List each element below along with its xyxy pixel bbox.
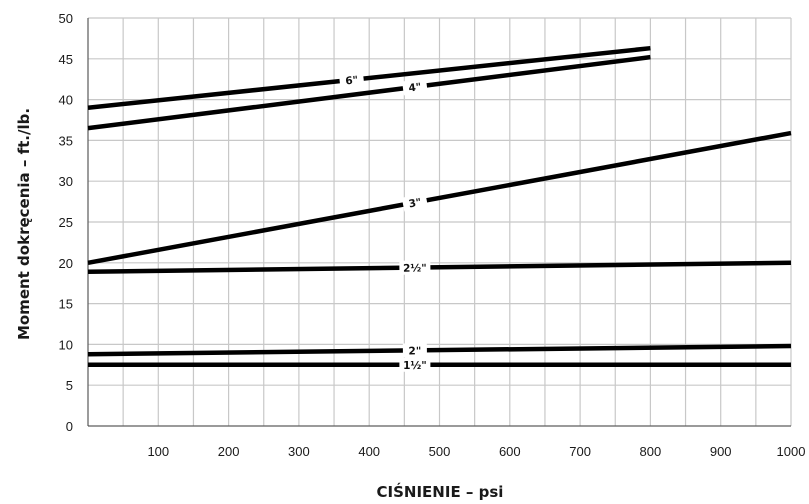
y-axis-title: Moment dokręcenia – ft./lb. — [15, 108, 33, 340]
series-line — [87, 45, 651, 110]
y-tick-label: 10 — [59, 337, 73, 352]
series-line — [87, 260, 792, 275]
y-tick-label: 25 — [59, 215, 73, 230]
series-label-group: 4" — [402, 78, 428, 96]
series-line — [87, 54, 651, 131]
series-label: 2" — [408, 345, 421, 357]
x-tick-label: 1000 — [777, 444, 806, 459]
x-tick-label: 700 — [569, 444, 591, 459]
series-line — [87, 343, 792, 357]
x-axis-title: CIŚNIENIE – psi — [377, 482, 504, 501]
x-tick-label: 500 — [429, 444, 451, 459]
tick-labels: 100 200 300 400 500 600 700 800 900 1000 0 5 10 15 20 2… — [59, 11, 806, 459]
grid — [87, 17, 792, 427]
series-label-background — [401, 193, 428, 212]
y-tick-label: 45 — [59, 52, 73, 67]
x-tick-label: 200 — [218, 444, 240, 459]
y-tick-label: 0 — [66, 419, 73, 434]
series-label-group: 2" — [402, 343, 427, 358]
y-tick-label: 5 — [66, 378, 73, 393]
series-label: 1½" — [403, 360, 427, 372]
y-tick-label: 40 — [59, 93, 73, 108]
series-label-background — [399, 260, 431, 275]
series-label-background — [402, 78, 428, 96]
series-label-group: 2½" — [399, 260, 431, 275]
series-label: 3" — [408, 196, 423, 210]
x-tick-label: 400 — [358, 444, 380, 459]
x-tick-label: 800 — [640, 444, 662, 459]
series-label-group: 6" — [338, 71, 365, 89]
series-label: 6" — [345, 74, 359, 87]
series-label-background — [338, 71, 365, 89]
series-label-group: 3" — [401, 193, 428, 212]
series-label-background — [402, 343, 427, 358]
y-tick-label: 50 — [59, 11, 73, 26]
series-lines — [87, 45, 792, 368]
x-tick-label: 600 — [499, 444, 521, 459]
y-tick-label: 35 — [59, 133, 73, 148]
series-labels: 6" 4" 3" 2½" 2" 1½" — [338, 71, 431, 372]
x-tick-label: 300 — [288, 444, 310, 459]
y-tick-label: 30 — [59, 174, 73, 189]
series-label: 2½" — [403, 262, 427, 274]
y-tick-label: 20 — [59, 256, 73, 271]
series-label-background — [399, 357, 431, 372]
x-tick-label: 100 — [147, 444, 169, 459]
series-label: 4" — [408, 81, 422, 95]
y-tick-label: 15 — [59, 297, 73, 312]
x-tick-label: 900 — [710, 444, 732, 459]
series-label-group: 1½" — [399, 357, 431, 372]
series-line — [87, 130, 792, 266]
